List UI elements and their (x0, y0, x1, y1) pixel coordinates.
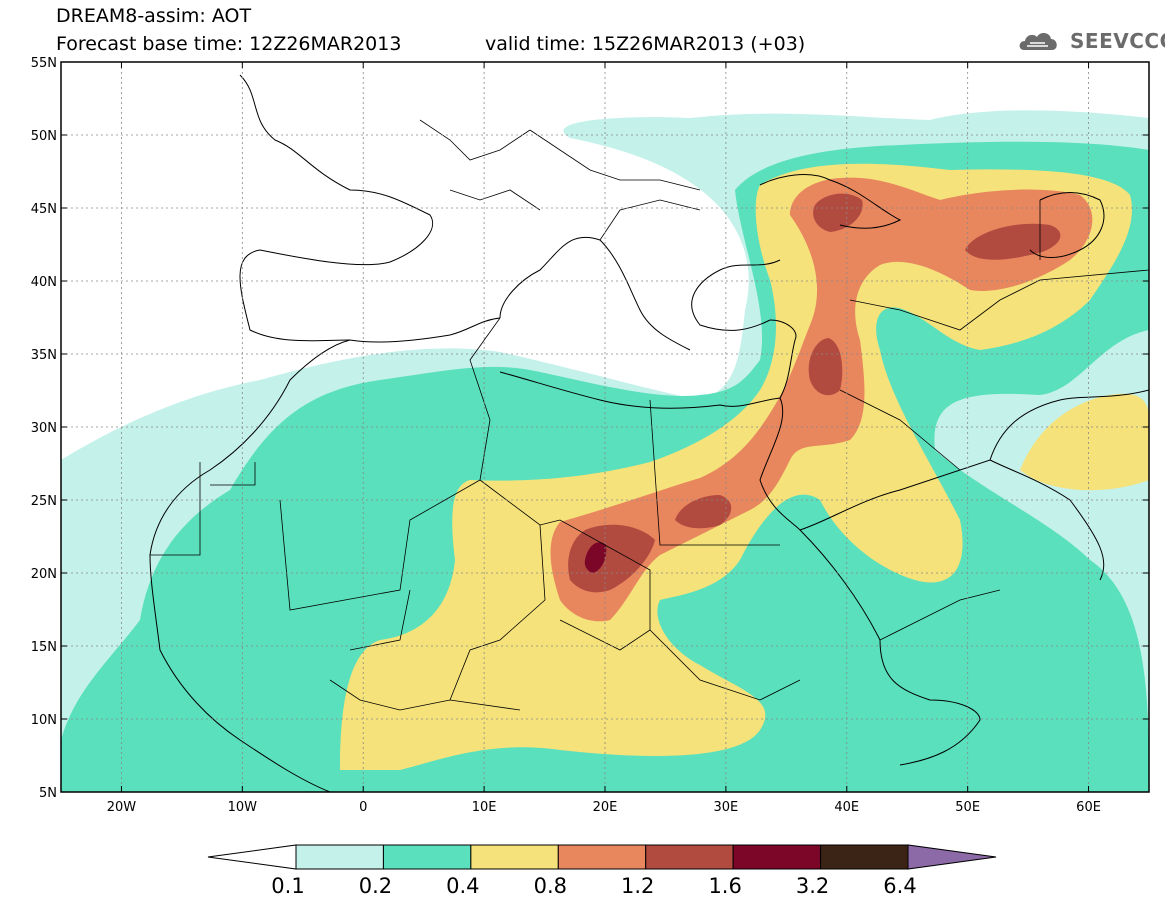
map-title: DREAM8-assim: AOT (56, 5, 252, 27)
lon-tick-label: 20W (107, 800, 137, 815)
lat-tick-label: 35N (31, 348, 57, 363)
lon-tick-label: 30E (714, 800, 739, 815)
colorbar-swatch (732, 844, 822, 870)
map-gridlines (61, 62, 1149, 792)
lon-tick-label: 10E (472, 800, 497, 815)
axis-ticks: 20W 10W 0 10E 20E 30E 40E 50E 60E 5N 10N 15N 20N 25N 3… (31, 56, 1149, 815)
aot-band-1.2-b (675, 495, 732, 529)
forecast-base-time: Forecast base time: 12Z26MAR2013 (56, 33, 402, 55)
country-borders (150, 119, 1149, 711)
lat-tick-label: 45N (31, 202, 57, 217)
colorbar-label: 1.2 (621, 874, 654, 898)
aot-band-1.2-c (808, 338, 843, 396)
lat-tick-label: 40N (31, 275, 57, 290)
lat-tick-label: 55N (31, 56, 57, 71)
colorbar-swatch (557, 844, 647, 870)
cloud-icon (1019, 33, 1057, 50)
lat-tick-label: 10N (31, 713, 57, 728)
lon-tick-label: 50E (955, 800, 980, 815)
colorbar-label: 1.6 (708, 874, 741, 898)
colorbar-label: 0.4 (446, 874, 479, 898)
colorbar-label: 6.4 (883, 874, 916, 898)
lon-tick-label: 40E (834, 800, 859, 815)
lat-tick-label: 30N (31, 421, 57, 436)
logo-text: SEEVCCC (1070, 29, 1165, 53)
colorbar-over-arrow (907, 844, 997, 870)
colorbar: 0.1 0.2 0.4 0.8 1.2 1.6 3.2 6.4 (207, 844, 997, 898)
aot-band-1.2-e (965, 223, 1061, 260)
lon-tick-label: 60E (1076, 800, 1101, 815)
colorbar-swatch (470, 844, 559, 870)
aot-band-1.6 (584, 542, 607, 573)
aot-fields (61, 110, 1149, 792)
lat-tick-label: 5N (39, 786, 57, 801)
aot-band-1.2-d (813, 193, 863, 232)
coastlines (149, 74, 1149, 792)
colorbar-swatch (820, 844, 909, 870)
colorbar-label: 0.1 (271, 874, 304, 898)
valid-time: valid time: 15Z26MAR2013 (+03) (485, 33, 806, 55)
aot-band-1.2 (568, 524, 655, 593)
colorbar-swatch (295, 844, 384, 870)
colorbar-under-arrow (207, 844, 297, 870)
colorbar-label: 0.2 (359, 874, 392, 898)
lat-tick-label: 15N (31, 640, 57, 655)
lat-tick-label: 50N (31, 129, 57, 144)
colorbar-label: 0.8 (534, 874, 567, 898)
lat-tick-label: 25N (31, 494, 57, 509)
colorbar-label: 3.2 (796, 874, 829, 898)
lon-tick-label: 10W (228, 800, 258, 815)
colorbar-swatch (645, 844, 734, 870)
aot-band-0.4-arabia (1020, 393, 1149, 491)
colorbar-swatch (382, 844, 472, 870)
lon-tick-label: 0 (359, 800, 367, 815)
lat-tick-label: 20N (31, 567, 57, 582)
lon-tick-label: 20E (593, 800, 618, 815)
